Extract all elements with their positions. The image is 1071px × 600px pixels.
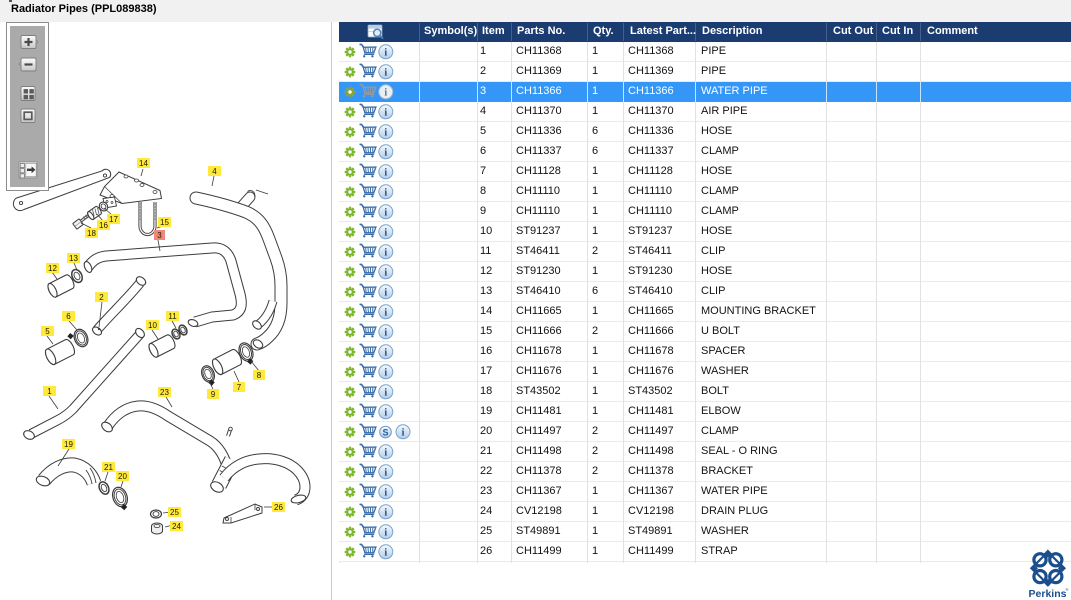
svg-text:15: 15 [160,218,169,227]
svg-text:24: 24 [172,522,181,531]
svg-text:17: 17 [109,215,118,224]
svg-text:1: 1 [47,387,52,396]
svg-text:21: 21 [104,463,113,472]
svg-text:5: 5 [45,327,50,336]
svg-text:7: 7 [237,383,242,392]
svg-text:16: 16 [99,221,108,230]
svg-text:®: ® [1066,587,1069,592]
svg-text:25: 25 [170,508,179,517]
svg-text:13: 13 [69,254,78,263]
svg-text:8: 8 [257,371,262,380]
svg-text:12: 12 [48,264,57,273]
svg-text:18: 18 [87,229,96,238]
svg-text:4: 4 [212,167,217,176]
svg-text:Perkins: Perkins [1029,588,1067,600]
svg-text:11: 11 [168,312,177,321]
svg-text:23: 23 [160,388,169,397]
svg-text:9: 9 [211,390,216,399]
svg-text:14: 14 [139,159,148,168]
svg-text:20: 20 [118,472,127,481]
svg-text:26: 26 [274,503,283,512]
svg-text:19: 19 [64,440,73,449]
svg-text:10: 10 [148,321,157,330]
svg-text:2: 2 [99,293,104,302]
svg-text:3: 3 [157,231,162,240]
svg-text:6: 6 [66,312,71,321]
